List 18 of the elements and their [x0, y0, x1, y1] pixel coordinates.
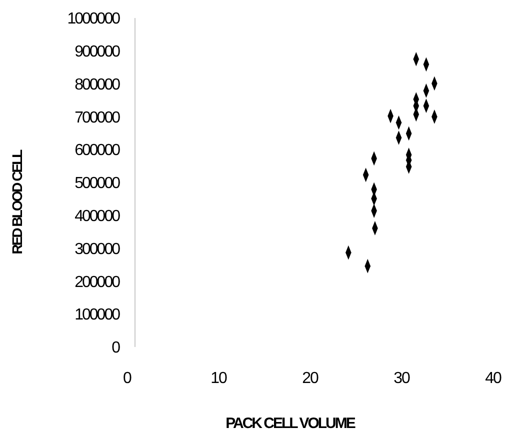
x-tick-label: 10: [210, 370, 228, 387]
y-tick-label: 200000: [74, 274, 121, 291]
y-tick-label: 100000: [74, 306, 121, 324]
x-tick-label: 30: [394, 370, 410, 387]
x-tick-label: 0: [123, 370, 132, 387]
y-tick-label: 900000: [74, 44, 121, 60]
x-tick-label: 40: [485, 370, 502, 387]
y-tick-label: 500000: [74, 175, 121, 192]
y-axis-title: RED BLOOD CELL: [9, 148, 25, 254]
y-tick-label: 600000: [74, 142, 121, 160]
y-tick-label: 700000: [74, 109, 121, 126]
y-tick-label: 300000: [74, 240, 121, 258]
y-tick-label: 400000: [74, 208, 121, 225]
y-tick-label: 0: [112, 340, 121, 357]
x-tick-label: 20: [302, 370, 319, 387]
x-axis-title: PACK CELL VOLUME: [226, 415, 356, 432]
y-tick-label: 1000000: [67, 10, 121, 28]
y-tick-label: 800000: [74, 76, 121, 94]
